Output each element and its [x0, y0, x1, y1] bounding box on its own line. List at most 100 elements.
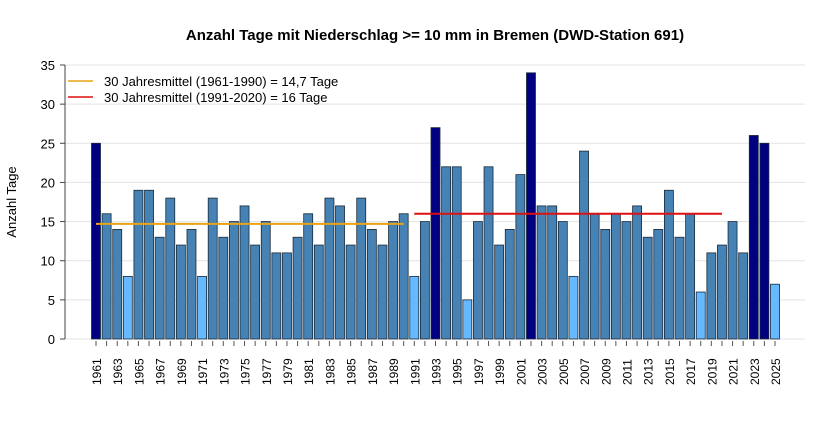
- bar: [398, 213, 409, 340]
- bar: [112, 228, 123, 340]
- x-tick-label: 2005: [557, 358, 571, 385]
- bar: [695, 291, 706, 340]
- x-tick-label: 1961: [90, 358, 104, 385]
- bar: [674, 236, 685, 340]
- x-tick-label: 2011: [620, 359, 634, 385]
- y-tick-label: 25: [41, 136, 55, 151]
- bar: [473, 221, 483, 340]
- x-tick-label: 2015: [663, 358, 677, 385]
- x-tick-label: 1975: [239, 358, 253, 385]
- bar: [154, 236, 165, 340]
- bar: [303, 213, 314, 340]
- bar: [133, 189, 144, 340]
- y-tick-label: 30: [41, 97, 55, 112]
- bar: [483, 166, 494, 340]
- bar: [727, 221, 738, 340]
- x-tick-label: 1979: [281, 358, 295, 385]
- x-tick-label: 1965: [132, 358, 146, 385]
- bar: [377, 244, 388, 340]
- bar: [632, 205, 642, 340]
- x-tick-label: 2001: [514, 358, 528, 385]
- y-tick-label: 0: [48, 332, 55, 347]
- x-tick-label: 1991: [408, 358, 422, 385]
- bar: [621, 221, 632, 340]
- x-tick-label: 1973: [217, 358, 231, 385]
- bar: [526, 72, 536, 340]
- x-tick-label: 1981: [302, 358, 316, 385]
- legend-label: 30 Jahresmittel (1961-1990) = 14,7 Tage: [104, 74, 338, 89]
- bar: [568, 275, 579, 340]
- y-tick-label: 10: [41, 254, 55, 269]
- bar: [504, 228, 515, 340]
- bar: [101, 213, 112, 340]
- bar: [282, 252, 292, 340]
- x-tick-label: 2023: [748, 358, 762, 385]
- bar: [144, 189, 154, 340]
- bar: [186, 228, 197, 340]
- x-tick-label: 2019: [705, 358, 719, 385]
- bar: [313, 244, 324, 340]
- y-tick-label: 5: [48, 293, 55, 308]
- bar: [451, 166, 462, 340]
- bar: [324, 197, 335, 340]
- x-tick-label: 1967: [154, 358, 168, 385]
- bar: [122, 275, 133, 340]
- x-tick-label: 1987: [366, 358, 380, 385]
- x-tick-label: 1985: [345, 358, 359, 385]
- bar: [706, 252, 717, 340]
- bar: [547, 205, 558, 340]
- x-tick-label: 1977: [260, 358, 274, 385]
- x-tick-label: 2007: [578, 358, 592, 385]
- x-tick-label: 2009: [599, 358, 613, 385]
- bar: [642, 236, 653, 340]
- x-tick-label: 2013: [642, 358, 656, 385]
- x-tick-label: 1971: [196, 358, 210, 385]
- bar: [653, 228, 664, 340]
- bar: [356, 197, 367, 340]
- y-axis-label: Anzahl Tage: [4, 166, 19, 237]
- legend-label: 30 Jahresmittel (1991-2020) = 16 Tage: [104, 90, 327, 105]
- x-tick-label: 1983: [323, 358, 337, 385]
- bar: [250, 244, 261, 340]
- x-tick-label: 2003: [536, 358, 550, 385]
- bar: [430, 127, 441, 340]
- bar: [388, 221, 398, 340]
- bar: [557, 221, 568, 340]
- bar: [207, 197, 218, 340]
- bar: [664, 189, 674, 340]
- y-tick-label: 20: [41, 175, 55, 190]
- y-tick-label: 35: [41, 58, 55, 73]
- bar: [345, 244, 356, 340]
- bar: [419, 221, 430, 340]
- bar: [738, 252, 749, 340]
- bar: [197, 275, 207, 340]
- chart-title: Anzahl Tage mit Niederschlag >= 10 mm in…: [186, 27, 684, 44]
- bar: [260, 221, 271, 340]
- bar: [165, 197, 176, 340]
- bar: [229, 221, 239, 340]
- x-tick-label: 1999: [493, 358, 507, 385]
- x-tick-label: 1963: [111, 358, 125, 385]
- bar: [770, 283, 780, 340]
- bar: [441, 166, 452, 340]
- bar: [600, 228, 611, 340]
- bar: [175, 244, 186, 340]
- bar: [409, 275, 420, 340]
- bar: [759, 142, 770, 340]
- bar: [335, 205, 345, 340]
- bar: [366, 228, 377, 340]
- x-tick-label: 1997: [472, 358, 486, 385]
- x-tick-label: 2017: [684, 358, 698, 385]
- bar: [292, 236, 303, 340]
- bar: [462, 299, 473, 340]
- x-tick-label: 2025: [769, 358, 783, 385]
- x-tick-label: 1989: [387, 358, 401, 385]
- y-tick-label: 15: [41, 215, 55, 230]
- bar: [218, 236, 229, 340]
- x-tick-label: 1969: [175, 358, 189, 385]
- bar: [91, 142, 101, 340]
- bar: [271, 252, 282, 340]
- bar: [748, 135, 759, 340]
- bar: [685, 213, 696, 340]
- bar: [579, 150, 589, 340]
